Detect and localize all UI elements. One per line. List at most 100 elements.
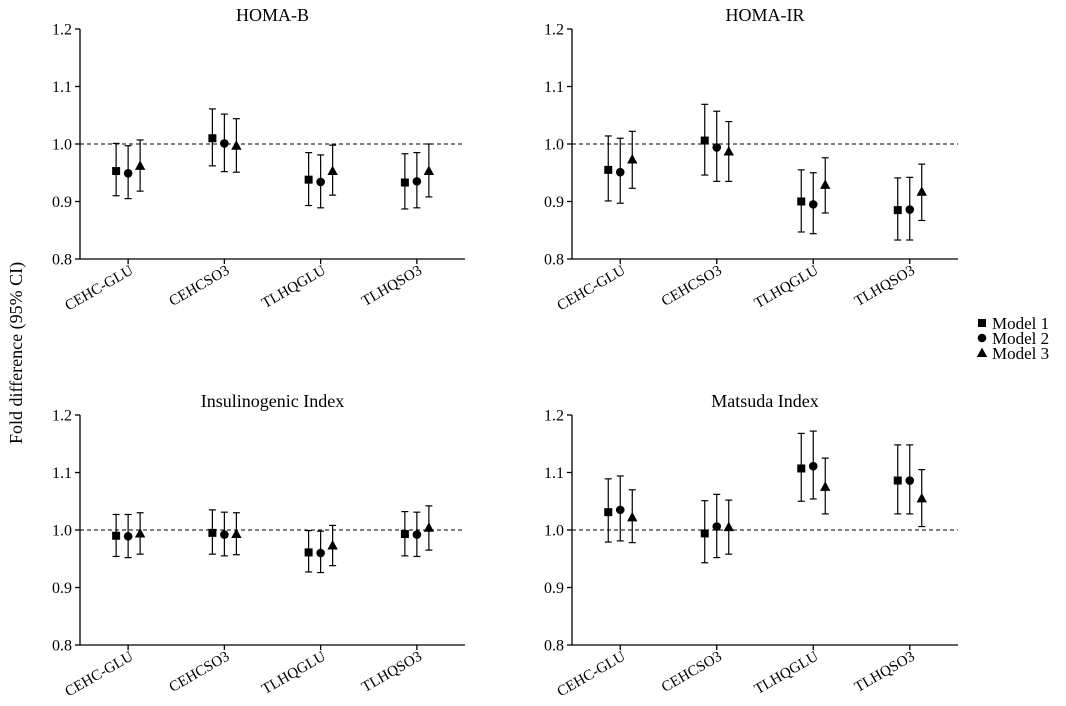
data-point: [220, 139, 229, 148]
legend-marker-circle: [977, 333, 987, 343]
y-tick-label: 0.8: [544, 638, 564, 655]
data-point: [208, 134, 217, 143]
data-point: [604, 508, 613, 517]
y-tick-label: 0.9: [52, 580, 72, 597]
data-point: [905, 476, 915, 485]
data-point: [134, 160, 146, 170]
category-label-tlhqglu: TLHQGLU: [752, 649, 821, 698]
data-point: [723, 145, 734, 156]
data-point: [134, 527, 146, 538]
data-point: [820, 179, 831, 189]
panel-title: Insulinogenic Index: [201, 391, 344, 411]
series-model-3: [134, 118, 435, 198]
series-model-2: [123, 511, 422, 574]
data-point: [797, 464, 806, 473]
y-tick-label: 1.0: [52, 523, 72, 540]
legend-label: Model 1: [992, 314, 1049, 333]
y-tick-label: 1.2: [544, 22, 564, 39]
data-point: [112, 531, 121, 540]
data-point: [820, 481, 831, 491]
category-label-cehcso3: CEHCSO3: [167, 263, 233, 310]
data-point: [615, 167, 625, 177]
category-label-tlhqglu: TLHQGLU: [752, 263, 821, 312]
data-point: [316, 177, 325, 187]
data-point: [304, 175, 313, 184]
series-model-3: [627, 120, 927, 222]
data-point: [893, 476, 902, 485]
series-model-1: [604, 103, 902, 241]
y-axis-label: Fold difference (95% CI): [6, 262, 27, 444]
y-tick-label: 1.1: [544, 79, 564, 96]
data-point: [400, 530, 409, 539]
data-point: [700, 529, 709, 538]
y-tick-label: 1.1: [52, 79, 72, 96]
category-label-cehc-glu: CEHC-GLU: [555, 649, 629, 701]
category-label-tlhqso3: TLHQSO3: [852, 649, 918, 696]
legend-entry-model-2: Model 2: [977, 329, 1049, 348]
legend-marker-square: [978, 319, 986, 327]
series-model-1: [112, 509, 409, 573]
data-point: [412, 530, 422, 539]
legend-entry-model-3: Model 3: [976, 344, 1049, 363]
data-point: [327, 165, 338, 176]
data-point: [615, 505, 625, 515]
data-point: [316, 548, 325, 558]
data-point: [797, 197, 806, 206]
y-tick-label: 1.2: [544, 408, 564, 425]
data-point: [712, 522, 722, 531]
category-label-cehcso3: CEHCSO3: [659, 649, 725, 696]
category-label-cehcso3: CEHCSO3: [167, 649, 233, 696]
y-tick-label: 1.1: [52, 465, 72, 482]
data-point: [400, 178, 409, 187]
y-tick-label: 0.8: [52, 638, 72, 655]
data-point: [123, 169, 133, 178]
panel-matsuda-index: Matsuda Index 0.8 0.9 1.0 1.1 1.2 CEHC-GLU CEHC…: [544, 391, 958, 700]
data-point: [916, 492, 927, 503]
category-label-tlhqglu: TLHQGLU: [259, 649, 328, 698]
data-point: [423, 522, 435, 532]
data-point: [112, 167, 121, 176]
data-point: [700, 136, 709, 145]
data-point: [808, 200, 818, 209]
data-point: [627, 154, 638, 164]
panel-title: HOMA-B: [236, 5, 309, 25]
data-point: [905, 205, 915, 214]
data-point: [808, 461, 818, 471]
legend-label: Model 2: [992, 329, 1049, 348]
data-point: [327, 540, 338, 550]
panel-homa-ir: HOMA-IR 0.8 0.9 1.0 1.1 1.2 CEHC-GLU CEHCSO3 TLH…: [544, 5, 958, 314]
data-point: [123, 532, 133, 541]
y-tick-label: 1.2: [52, 22, 72, 39]
category-label-cehc-glu: CEHC-GLU: [555, 263, 629, 315]
category-label-cehc-glu: CEHC-GLU: [62, 263, 136, 315]
series-model-1: [112, 108, 409, 210]
series-model-2: [615, 430, 915, 559]
category-label-tlhqso3: TLHQSO3: [359, 263, 425, 310]
data-point: [231, 528, 242, 539]
y-tick-label: 1.0: [544, 523, 564, 540]
data-point: [423, 165, 435, 176]
y-tick-label: 0.9: [544, 580, 564, 597]
category-label-tlhqso3: TLHQSO3: [852, 263, 918, 310]
y-tick-label: 0.9: [544, 194, 564, 211]
data-point: [231, 140, 242, 150]
y-tick-label: 0.8: [544, 252, 564, 269]
data-point: [208, 528, 217, 537]
y-tick-label: 0.9: [52, 194, 72, 211]
data-point: [916, 186, 927, 196]
data-point: [412, 177, 422, 186]
category-label-cehcso3: CEHCSO3: [659, 263, 725, 310]
panel-insulinogenic-index: Insulinogenic Index 0.8 0.9 1.0 1.1 1.2 CEHC-G…: [52, 391, 465, 700]
panels: HOMA-B 0.8 0.9 1.0 1.1 1.2 CEHC-GLU CEHCSO3 TLHQ…: [52, 5, 958, 700]
y-tick-label: 1.1: [544, 465, 564, 482]
legend-entry-model-1: Model 1: [978, 314, 1049, 333]
legend-marker-triangle: [976, 347, 988, 357]
y-tick-label: 1.0: [52, 137, 72, 154]
data-point: [723, 521, 734, 532]
category-label-tlhqso3: TLHQSO3: [359, 649, 425, 696]
data-point: [604, 165, 613, 174]
series-model-1: [604, 432, 902, 564]
y-tick-label: 0.8: [52, 252, 72, 269]
legend-label: Model 3: [992, 344, 1049, 363]
